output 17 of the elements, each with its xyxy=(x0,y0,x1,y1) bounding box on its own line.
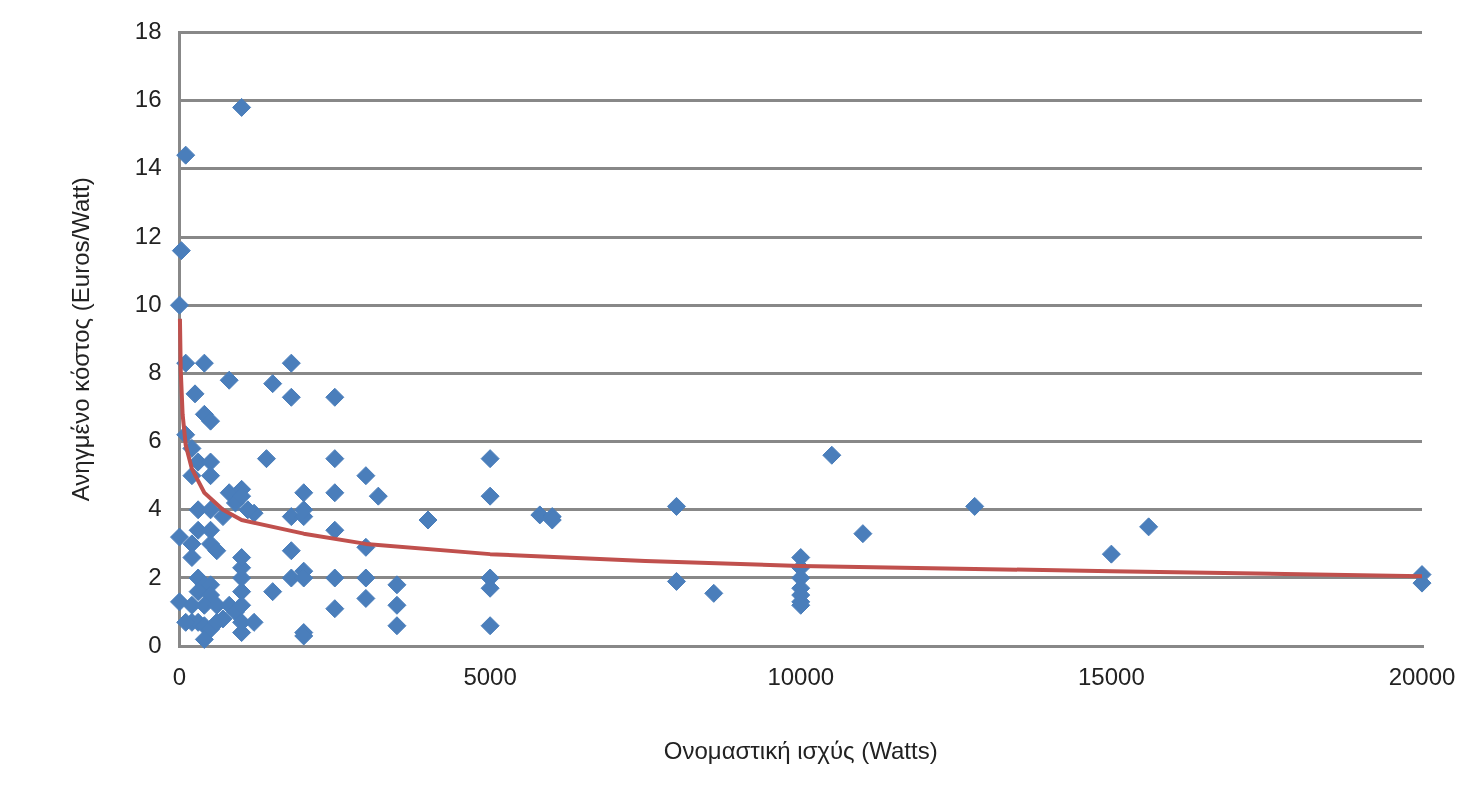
y-axis-title: Ανηγμένο κόστος (Euros/Watt) xyxy=(67,177,95,502)
y-tick-label: 16 xyxy=(134,85,162,113)
y-tick-label: 18 xyxy=(134,17,162,45)
x-tick-label: 15000 xyxy=(1078,662,1145,690)
y-tick-label: 2 xyxy=(148,562,162,590)
x-tick-label: 10000 xyxy=(767,662,835,690)
y-tick-label: 10 xyxy=(134,289,162,317)
y-tick-label: 12 xyxy=(134,221,162,249)
y-tick-label: 14 xyxy=(134,153,162,181)
y-tick-label: 0 xyxy=(148,630,162,658)
y-tick-label: 8 xyxy=(148,358,162,386)
x-axis-title: Ονομαστική ισχύς (Watts) xyxy=(663,737,938,765)
x-tick-label: 5000 xyxy=(463,662,517,690)
x-tick-label: 0 xyxy=(172,662,187,690)
y-tick-label: 4 xyxy=(148,494,162,522)
y-tick-label: 6 xyxy=(148,426,162,454)
x-tick-label: 20000 xyxy=(1388,662,1456,690)
